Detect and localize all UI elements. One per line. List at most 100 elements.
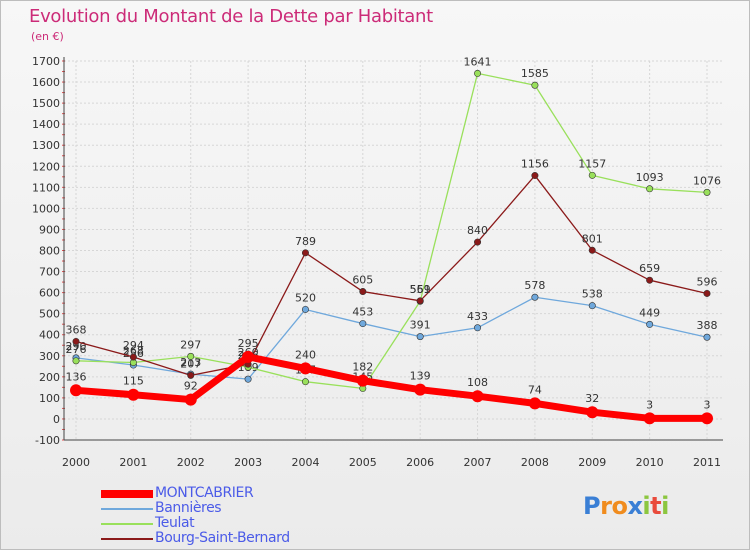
x-tick-label: 2005: [349, 456, 377, 469]
data-label: 1076: [693, 174, 721, 187]
data-label: 520: [295, 291, 316, 304]
series-teulat-point: [531, 81, 539, 89]
logo-letter: o: [611, 492, 628, 520]
data-label: 268: [123, 345, 144, 358]
series-montcabrier-point: [586, 406, 599, 419]
data-label: 92: [184, 380, 198, 393]
data-label: 32: [585, 392, 599, 405]
data-label: 295: [238, 337, 259, 350]
x-tick-label: 2003: [234, 456, 262, 469]
y-tick-label: 900: [39, 223, 60, 236]
series-montcabrier-point: [414, 383, 427, 396]
x-tick-label: 2002: [177, 456, 205, 469]
series-bourg-saint-bernard-point: [359, 288, 367, 296]
series-bourg-saint-bernard-point: [129, 353, 137, 361]
y-tick-label: 0: [53, 413, 60, 426]
series-montcabrier-point: [643, 412, 656, 425]
series-montcabrier-point: [356, 374, 369, 387]
data-label: 559: [410, 283, 431, 296]
data-label: 3: [704, 398, 711, 411]
series-teulat-point: [301, 378, 309, 386]
series-montcabrier-point: [242, 350, 255, 363]
series-teulat-point: [187, 352, 195, 360]
y-tick-label: 600: [39, 287, 60, 300]
y-tick-label: 100: [39, 392, 60, 405]
series-banni-res-point: [531, 293, 539, 301]
data-label: 108: [467, 376, 488, 389]
legend-swatch: [101, 538, 153, 540]
logo-letter: x: [627, 492, 643, 520]
series-banni-res-point: [703, 333, 711, 341]
series-montcabrier-point: [70, 384, 82, 397]
series-montcabrier-line: [75, 353, 707, 422]
series-montcabrier-point: [701, 412, 713, 425]
data-label: 294: [123, 339, 144, 352]
legend-swatch: [101, 490, 153, 498]
data-label: 368: [66, 323, 87, 336]
x-tick-label: 2007: [464, 456, 492, 469]
data-label: 449: [639, 306, 660, 319]
y-tick-label: 1700: [32, 55, 60, 68]
series-teulat-line: [75, 72, 708, 390]
legend-swatch: [101, 523, 153, 525]
data-label: 391: [410, 319, 431, 332]
data-label: 276: [66, 343, 87, 356]
series-bourg-saint-bernard-point: [72, 337, 80, 345]
series-banni-res-point: [416, 333, 424, 341]
data-label: 578: [524, 279, 545, 292]
y-tick-label: 400: [39, 329, 60, 342]
y-tick-label: 800: [39, 245, 60, 258]
data-label: 801: [582, 232, 603, 245]
y-tick-label: 700: [39, 266, 60, 279]
series-banni-res-point: [646, 320, 654, 328]
chart-title: Evolution du Montant de la Dette par Hab…: [29, 6, 433, 27]
data-label: 840: [467, 224, 488, 237]
series-montcabrier-point: [471, 390, 484, 403]
y-tick-label: 1000: [32, 202, 60, 215]
data-label: 605: [352, 274, 373, 287]
data-label: 538: [582, 288, 603, 301]
series-montcabrier-point: [127, 388, 140, 401]
data-label: 596: [697, 275, 718, 288]
data-label: 139: [410, 370, 431, 383]
series-montcabrier-point: [184, 393, 197, 406]
data-label: 1585: [521, 67, 549, 80]
y-tick-label: 300: [39, 350, 60, 363]
series-bourg-saint-bernard-point: [187, 371, 195, 379]
series-banni-res-point: [244, 375, 252, 383]
data-label: 213: [180, 356, 201, 369]
series-bourg-saint-bernard-point: [416, 297, 424, 305]
series-banni-res-point: [588, 302, 596, 310]
y-tick-label: 1100: [32, 181, 60, 194]
data-label: 297: [180, 338, 201, 351]
data-label: 182: [352, 361, 373, 374]
data-label: 433: [467, 310, 488, 323]
data-label: 115: [123, 375, 144, 388]
data-label: 136: [66, 370, 87, 383]
data-label: 74: [528, 383, 542, 396]
series-teulat-point: [646, 185, 654, 193]
data-label: 240: [295, 348, 316, 361]
logo-letter: i: [642, 492, 651, 520]
y-tick-label: -100: [35, 434, 60, 447]
series-bourg-saint-bernard-point: [588, 246, 596, 254]
y-tick-label: 500: [39, 308, 60, 321]
y-tick-label: 1400: [32, 118, 60, 131]
series-bourg-saint-bernard-point: [646, 276, 654, 284]
series-teulat-point: [474, 69, 482, 77]
x-tick-label: 2010: [636, 456, 664, 469]
x-tick-label: 2009: [578, 456, 606, 469]
logo-letter: i: [661, 492, 669, 520]
series-teulat-point: [588, 171, 596, 179]
legend-label: Bannières: [155, 500, 222, 516]
series-bourg-saint-bernard-point: [703, 289, 711, 297]
data-label: 207: [180, 357, 201, 370]
x-tick-label: 2008: [521, 456, 549, 469]
y-tick-label: 1200: [32, 160, 60, 173]
x-tick-label: 2000: [62, 456, 90, 469]
series-bourg-saint-bernard-point: [474, 238, 482, 246]
y-tick-label: 1600: [32, 76, 60, 89]
data-label: 789: [295, 235, 316, 248]
